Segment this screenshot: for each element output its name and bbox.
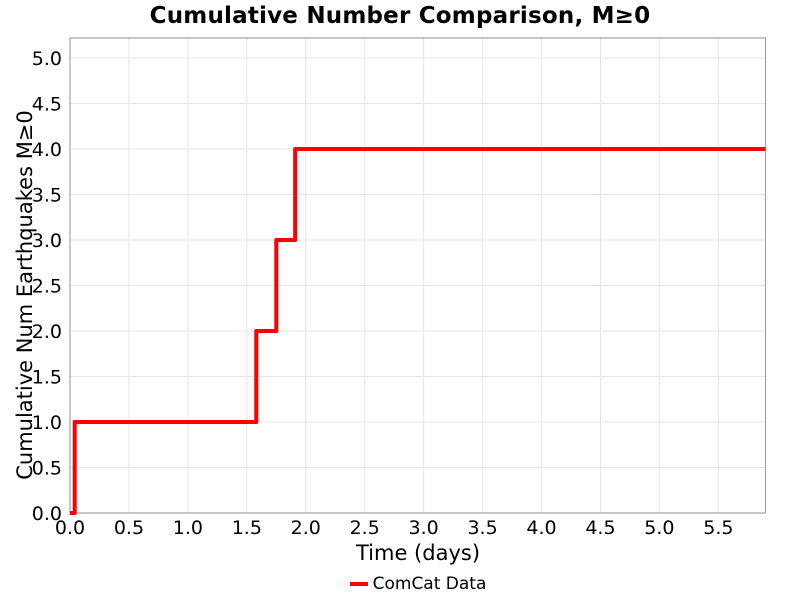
- y-tick-label: 4.5: [32, 94, 62, 116]
- y-axis-label: Cumulative Num Earthquakes M≥0: [13, 110, 37, 480]
- x-tick-label: 3.0: [409, 517, 439, 539]
- x-tick-label: 5.0: [644, 517, 674, 539]
- y-tick-label: 0.5: [32, 458, 62, 480]
- y-tick-label: 2.5: [32, 276, 62, 298]
- legend: ComCat Data: [70, 572, 766, 596]
- plot-border: [69, 37, 767, 514]
- chart-title: Cumulative Number Comparison, M≥0: [149, 3, 651, 29]
- y-tick-label: 1.5: [32, 367, 62, 389]
- x-tick-label: 2.5: [350, 517, 380, 539]
- series-line-comcat: [70, 147, 766, 515]
- x-tick-label: 3.5: [467, 517, 497, 539]
- y-tick-label: 0.0: [32, 503, 62, 525]
- x-tick-label: 2.0: [291, 517, 321, 539]
- legend-label: ComCat Data: [372, 574, 487, 594]
- y-tick-label: 3.0: [32, 230, 62, 252]
- x-tick-label: 0.5: [114, 517, 144, 539]
- legend-line-icon: [349, 582, 368, 586]
- x-tick-label: 5.5: [703, 517, 733, 539]
- y-tick-label: 5.0: [32, 48, 62, 70]
- y-tick-label: 1.0: [32, 412, 62, 434]
- x-tick-label: 1.5: [232, 517, 262, 539]
- y-tick-label: 3.5: [32, 185, 62, 207]
- x-tick-label: 4.5: [585, 517, 615, 539]
- y-tick-label: 4.0: [32, 139, 62, 161]
- x-axis-label: Time (days): [355, 541, 481, 565]
- x-tick-label: 0.0: [55, 517, 85, 539]
- y-tick-label: 2.0: [32, 321, 62, 343]
- x-tick-label: 1.0: [173, 517, 203, 539]
- x-tick-label: 4.0: [526, 517, 556, 539]
- plot-background: [70, 38, 766, 513]
